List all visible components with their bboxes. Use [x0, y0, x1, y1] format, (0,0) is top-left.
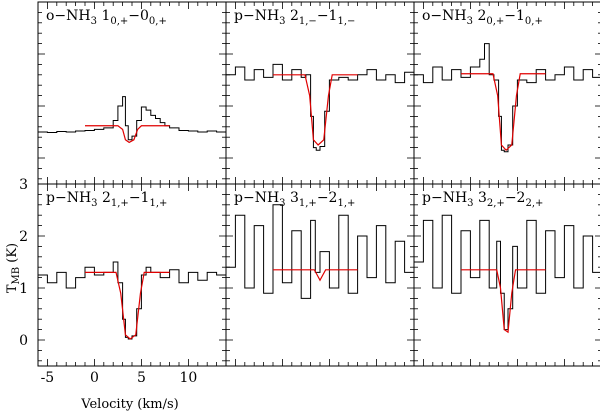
spectrum-line: [38, 96, 226, 141]
panel-title-part: 0,+: [110, 16, 128, 27]
panel-3: o−NH3 20,+−10,+: [413, 1, 600, 185]
panel-title-part: 1: [97, 8, 110, 24]
panel-title-part: 3: [467, 198, 473, 209]
panel-title-part: 2: [98, 190, 111, 206]
panel-title-part: 1,+: [299, 198, 317, 209]
panel-title-part: 0,+: [525, 16, 543, 27]
panel-title-part: o−NH: [422, 8, 467, 24]
y-tick-label: 2: [19, 229, 28, 245]
panel-title-part: 1,+: [149, 198, 167, 209]
panel-title-part: 1,+: [111, 198, 129, 209]
model-fit-line: [273, 74, 358, 146]
panel-title-part: 3: [91, 16, 97, 27]
panel-5: p−NH3 31,+−21,+: [225, 183, 415, 367]
panel-title-part: p−NH: [422, 190, 467, 206]
panel-title-part: 2,+: [525, 198, 543, 209]
panel-title-part: 0,+: [486, 16, 504, 27]
panel-2: p−NH3 21,−−11,−: [225, 1, 415, 185]
y-axis-label-unit: (K): [5, 243, 20, 267]
panel-title: p−NH3 32,+−22,+: [422, 190, 543, 209]
y-tick-label: 0: [19, 333, 28, 349]
panel-grid: o−NH3 10,+−00,+ p−NH3 21,−−11,− o−NH3 20,+…: [19, 1, 600, 386]
model-fit-line: [461, 73, 546, 152]
x-axis-label: Velocity (km/s): [80, 397, 178, 411]
panel-title: p−NH3 21,+−11,+: [46, 190, 167, 209]
panel-title-part: 3: [279, 198, 285, 209]
panel-title-part: 1,−: [299, 16, 317, 27]
y-tick-label: 3: [19, 177, 28, 193]
panel-title-part: p−NH: [46, 190, 91, 206]
panel-frame: [225, 1, 415, 185]
panel-title-part: −1: [317, 8, 338, 24]
x-tick-label: -5: [41, 370, 55, 386]
spectrum-line: [414, 43, 600, 153]
panel-title-part: 3: [279, 16, 285, 27]
spectrum-line: [226, 63, 414, 151]
panel-title-part: 3: [474, 190, 487, 206]
panel-frame: [37, 1, 227, 185]
model-fit-line: [273, 269, 358, 282]
x-tick-label: 0: [90, 370, 99, 386]
spectrum-line: [38, 261, 226, 340]
y-tick-label: 1: [19, 281, 28, 297]
x-tick-label: 5: [137, 370, 146, 386]
panel-title-part: 3: [286, 190, 299, 206]
y-axis-label-sub: MB: [11, 267, 22, 285]
panel-title-part: 1,−: [337, 16, 355, 27]
panel-title-part: 2,+: [487, 198, 505, 209]
panel-title-part: 2: [473, 8, 486, 24]
panel-frame: [413, 1, 600, 185]
panel-title-part: p−NH: [234, 190, 279, 206]
panel-title: o−NH3 20,+−10,+: [422, 8, 543, 27]
panel-title-part: 0,+: [149, 16, 167, 27]
panel-title: o−NH3 10,+−00,+: [46, 8, 167, 27]
panel-title-part: −2: [317, 190, 338, 206]
panel-title: p−NH3 21,−−11,−: [234, 8, 355, 27]
panel-title-part: −1: [504, 8, 525, 24]
model-fit-line: [85, 125, 170, 144]
panel-title-part: −1: [129, 190, 150, 206]
y-axis-label-main: T: [5, 284, 20, 293]
panel-title-part: p−NH: [234, 8, 279, 24]
panel-title-part: −2: [505, 190, 526, 206]
panel-title-part: 3: [467, 16, 473, 27]
axis-labels: Velocity (km/s) TMB (K): [5, 243, 179, 411]
panel-6: p−NH3 32,+−22,+: [413, 183, 600, 367]
model-fit-line: [461, 269, 546, 334]
spectrum-line: [414, 214, 600, 331]
y-axis-label: TMB (K): [5, 243, 22, 293]
panel-title-part: 3: [91, 198, 97, 209]
panel-title-part: 2: [286, 8, 299, 24]
model-fit-line: [85, 271, 170, 340]
x-tick-label: 10: [179, 370, 197, 386]
panel-title-part: −0: [128, 8, 149, 24]
spectrum-line: [226, 204, 414, 299]
panel-title-part: o−NH: [46, 8, 91, 24]
panel-title-part: 1,+: [337, 198, 355, 209]
panel-title: p−NH3 31,+−21,+: [234, 190, 355, 209]
panel-1: o−NH3 10,+−00,+: [37, 1, 227, 185]
